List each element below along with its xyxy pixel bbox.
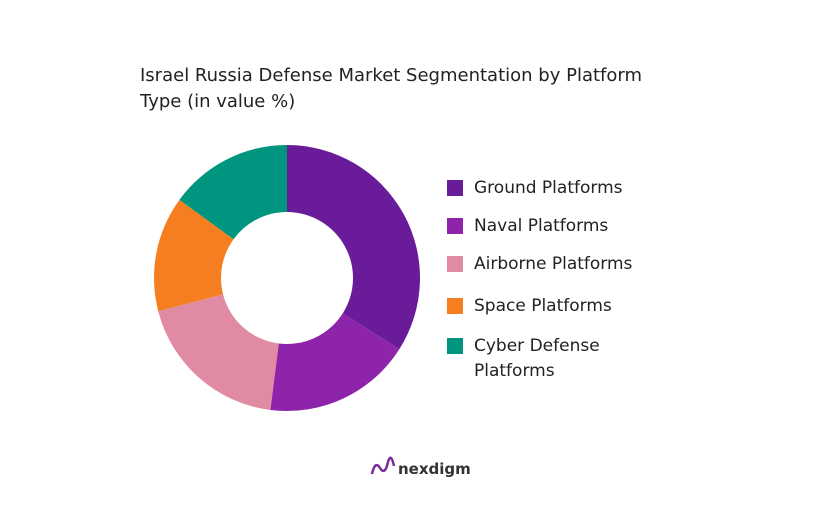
legend-swatch (447, 180, 463, 196)
legend-item: Naval Platforms (447, 214, 774, 239)
donut-slice (154, 199, 234, 312)
donut-slice (158, 294, 279, 410)
legend-label: Cyber Defense Platforms (474, 336, 600, 381)
legend-label: Space Platforms (474, 296, 612, 316)
legend-swatch (447, 218, 463, 234)
legend-item: Cyber Defense Platforms (447, 334, 624, 384)
legend-label: Airborne Platforms (474, 254, 633, 274)
brand: nexdigm (398, 460, 471, 478)
legend-swatch (447, 256, 463, 272)
legend-label: Naval Platforms (474, 216, 609, 236)
legend-item: Airborne Platforms (447, 252, 774, 277)
legend-swatch (447, 298, 463, 314)
donut-slice (287, 145, 420, 350)
legend-item: Space Platforms (447, 294, 774, 319)
legend-item: Ground Platforms (447, 176, 774, 201)
donut-slice (179, 145, 287, 240)
legend-label: Ground Platforms (474, 178, 623, 198)
legend-swatch (447, 338, 463, 354)
logo-icon (370, 456, 396, 475)
donut-slice (270, 313, 400, 412)
chart-title: Israel Russia Defense Market Segmentatio… (140, 65, 642, 112)
